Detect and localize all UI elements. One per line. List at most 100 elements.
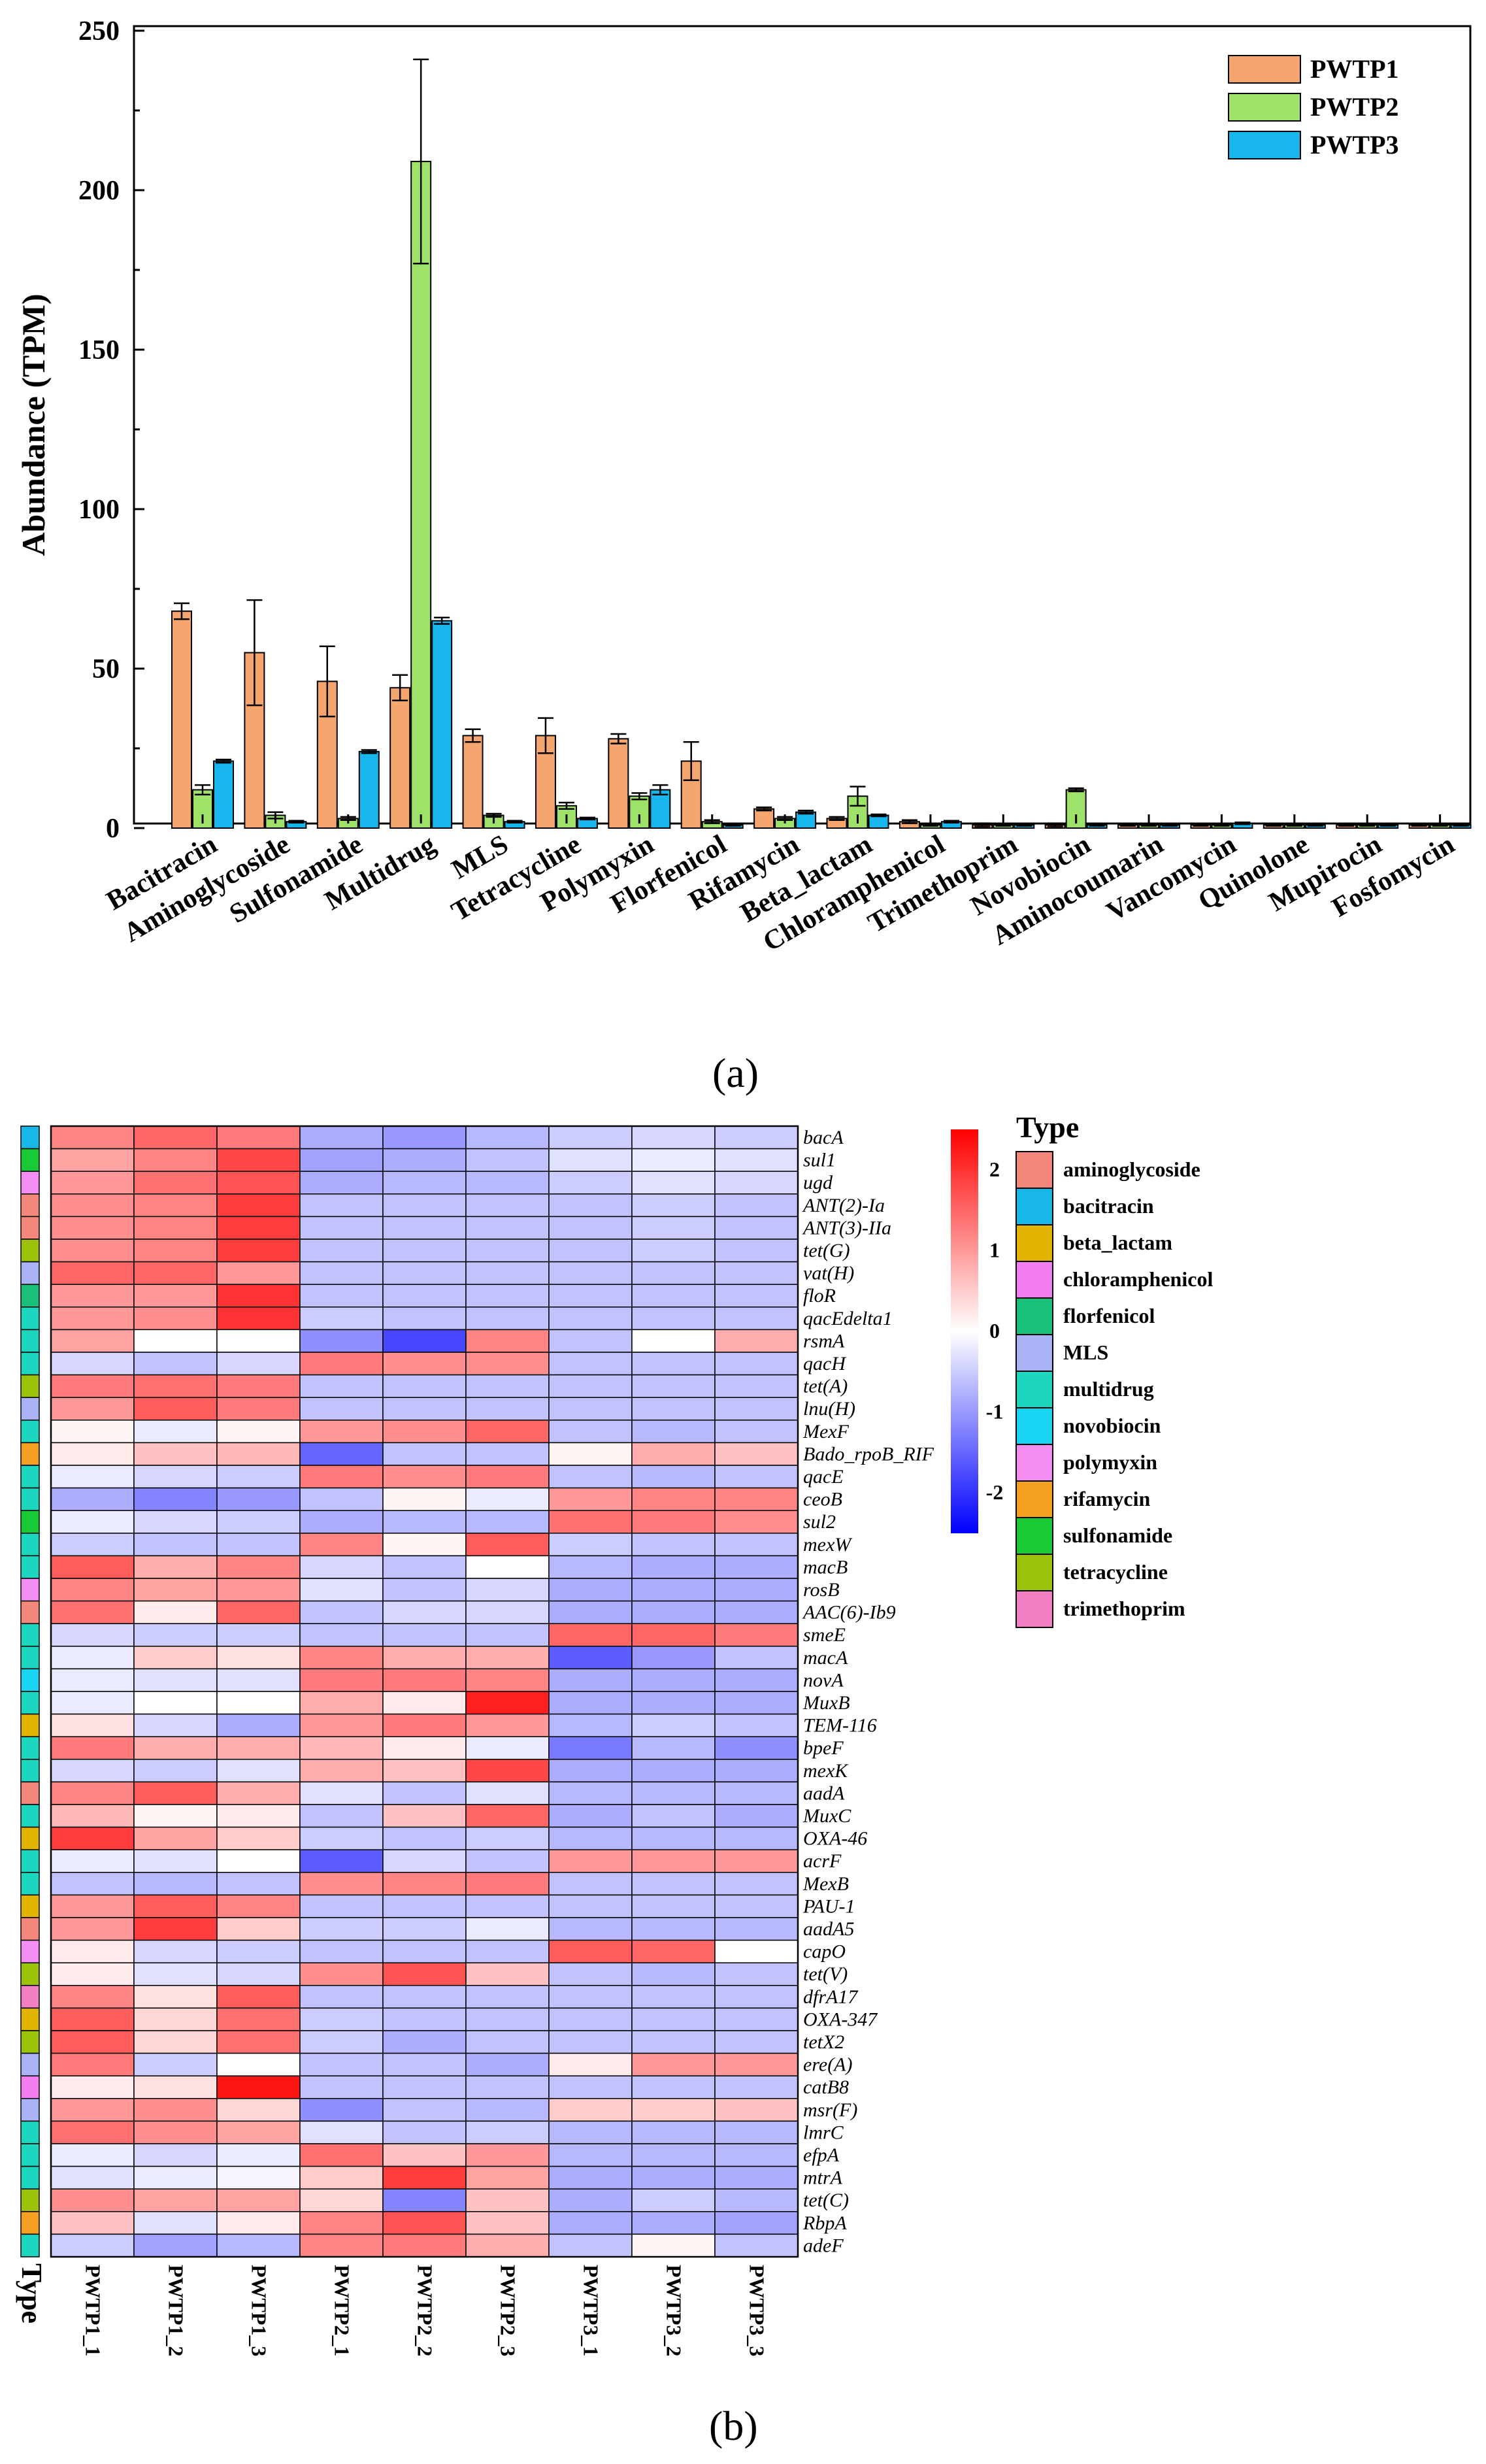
heatmap-cell xyxy=(133,1487,218,1511)
heatmap-cell xyxy=(465,1759,550,1783)
heatmap-cell xyxy=(299,1555,384,1579)
heatmap-cell xyxy=(50,1894,135,1918)
gene-label: ugd xyxy=(803,1172,833,1193)
heatmap-cell xyxy=(714,2075,799,2099)
heatmap-cell xyxy=(299,1171,384,1195)
heatmap-cell xyxy=(50,1125,135,1150)
heatmap-cell xyxy=(631,1397,716,1421)
legend-swatch-MLS xyxy=(1015,1334,1053,1372)
heatmap-cell xyxy=(216,1826,301,1850)
heatmap-cell xyxy=(299,1713,384,1737)
heatmap-cell xyxy=(382,1804,467,1828)
heatmap-cell xyxy=(382,1826,467,1850)
type-strip-cell xyxy=(20,1623,40,1647)
heatmap-cell xyxy=(216,1171,301,1195)
heatmap-cell xyxy=(548,1352,633,1376)
heatmap-cell xyxy=(465,2143,550,2167)
type-strip-cell xyxy=(20,1193,40,1218)
type-strip-cell xyxy=(20,1781,40,1805)
heatmap-cell xyxy=(216,2211,301,2235)
heatmap-cell xyxy=(631,2120,716,2144)
heatmap-cell xyxy=(216,1261,301,1285)
type-strip-cell xyxy=(20,1352,40,1376)
gene-label: tet(A) xyxy=(803,1376,848,1397)
heatmap-cell xyxy=(133,1668,218,1692)
heatmap-cell xyxy=(382,1578,467,1602)
type-strip-cell xyxy=(20,1646,40,1670)
heatmap-cell xyxy=(133,1442,218,1466)
legend-label: PWTP1 xyxy=(1310,54,1399,84)
gene-label: bacA xyxy=(803,1127,844,1148)
heatmap-cell xyxy=(216,1759,301,1783)
gene-label: MuxC xyxy=(802,1805,851,1827)
heatmap-chart: bacAsul1ugdANT(2)-IaANT(3)-IIatet(G)vat(… xyxy=(16,1110,1213,2356)
bar-PWTP3 xyxy=(358,750,380,829)
heatmap-cell xyxy=(548,1713,633,1737)
heatmap-cell xyxy=(548,1939,633,1963)
heatmap-cell xyxy=(299,1781,384,1805)
heatmap-cell xyxy=(50,1939,135,1963)
type-strip-cell xyxy=(20,2143,40,2167)
gene-label: sul1 xyxy=(803,1150,836,1171)
heatmap-cell xyxy=(216,2165,301,2189)
type-strip-cell xyxy=(20,1691,40,1715)
gene-label: ANT(2)-Ia xyxy=(802,1195,885,1216)
heatmap-cell xyxy=(382,1894,467,1918)
heatmap-cell xyxy=(465,2030,550,2054)
heatmap-cell xyxy=(548,1374,633,1398)
heatmap-cell xyxy=(133,1125,218,1150)
gene-label: aadA xyxy=(803,1782,845,1804)
legend-type-label: trimethoprim xyxy=(1063,1597,1185,1620)
legend-type-label: novobiocin xyxy=(1063,1414,1161,1437)
y-tick-label: 50 xyxy=(92,654,120,684)
heatmap-cell xyxy=(50,2120,135,2144)
heatmap-cell xyxy=(382,1284,467,1308)
heatmap-cell xyxy=(714,1826,799,1850)
gene-label: tetX2 xyxy=(803,2031,844,2053)
gene-label: OXA-347 xyxy=(803,2008,878,2030)
heatmap-frame xyxy=(50,1125,799,2258)
heatmap-cell xyxy=(465,1985,550,2009)
y-tick-label: 150 xyxy=(78,335,120,365)
type-strip-cell xyxy=(20,2188,40,2212)
heatmap-cell xyxy=(465,1510,550,1534)
heatmap-cell xyxy=(133,1826,218,1850)
heatmap-cell xyxy=(133,2211,218,2235)
bar-PWTP3 xyxy=(795,811,817,829)
gene-label: tet(C) xyxy=(803,2189,849,2211)
heatmap-cell xyxy=(714,1171,799,1195)
gene-label: rsmA xyxy=(803,1330,845,1352)
heatmap-cell xyxy=(548,2098,633,2122)
legend-swatch-multidrug xyxy=(1015,1371,1053,1408)
heatmap-cell xyxy=(133,1736,218,1760)
type-strip-cell xyxy=(20,2165,40,2189)
heatmap-cell xyxy=(299,1736,384,1760)
heatmap-cell xyxy=(714,1759,799,1783)
heatmap-cell xyxy=(382,1849,467,1873)
heatmap-cell xyxy=(548,1193,633,1218)
type-strip-cell xyxy=(20,1171,40,1195)
gene-label: PAU-1 xyxy=(802,1895,855,1917)
heatmap-cell xyxy=(548,1872,633,1896)
heatmap-cell xyxy=(382,1148,467,1172)
heatmap-cell xyxy=(382,1329,467,1353)
type-strip-cell xyxy=(20,1284,40,1308)
heatmap-cell xyxy=(299,1307,384,1331)
sample-label: PWTP2_3 xyxy=(497,2265,520,2356)
heatmap-cell xyxy=(631,1939,716,1963)
heatmap-cell xyxy=(50,1239,135,1263)
bar-PWTP3 xyxy=(213,760,234,829)
heatmap-cell xyxy=(133,1578,218,1602)
heatmap-cell xyxy=(548,1917,633,1941)
heatmap-cell xyxy=(216,1736,301,1760)
heatmap-cell xyxy=(714,1284,799,1308)
heatmap-cell xyxy=(133,1555,218,1579)
bar-PWTP2 xyxy=(410,161,432,829)
heatmap-cell xyxy=(299,1193,384,1218)
sample-label: PWTP1_2 xyxy=(165,2265,188,2356)
heatmap-cell xyxy=(714,1985,799,2009)
heatmap-cell xyxy=(216,1962,301,1986)
heatmap-cell xyxy=(631,2030,716,2054)
heatmap-cell xyxy=(382,1623,467,1647)
heatmap-cell xyxy=(631,1600,716,1624)
